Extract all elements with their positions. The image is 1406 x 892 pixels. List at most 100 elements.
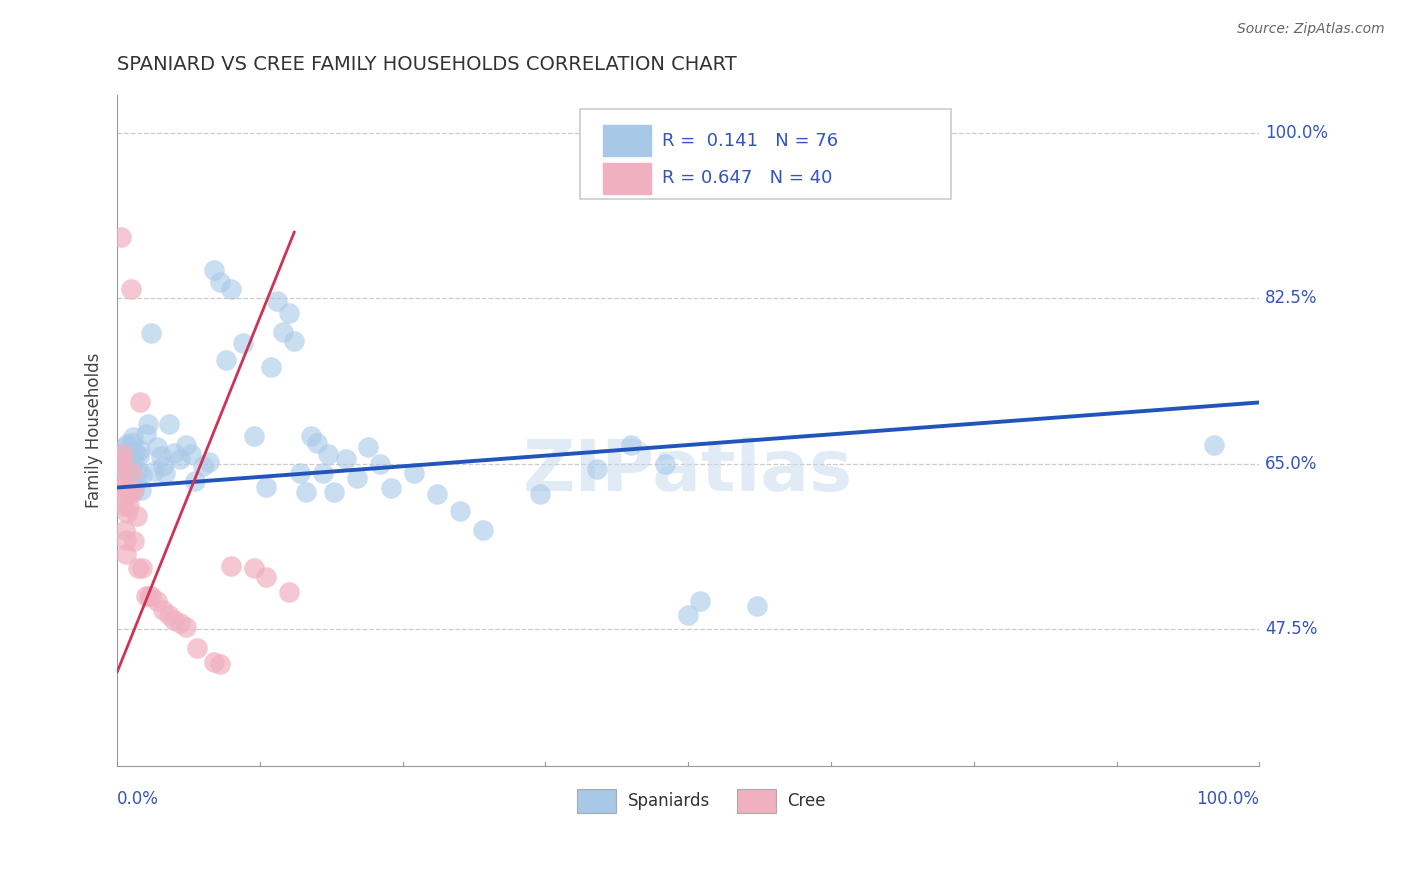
Point <box>131 561 153 575</box>
Point <box>404 467 426 481</box>
Point <box>152 603 174 617</box>
Point <box>125 474 148 488</box>
Point <box>112 445 135 459</box>
Point <box>149 450 172 464</box>
Text: 0.0%: 0.0% <box>117 790 159 808</box>
Point <box>174 438 197 452</box>
Point <box>294 485 316 500</box>
Point <box>288 467 311 481</box>
Point <box>110 452 132 467</box>
Point <box>368 457 391 471</box>
Point <box>117 437 139 451</box>
Point <box>112 481 135 495</box>
Point <box>346 471 368 485</box>
Point <box>323 485 346 500</box>
Point <box>620 438 643 452</box>
Point <box>115 547 138 561</box>
Point <box>318 447 340 461</box>
Text: Spaniards: Spaniards <box>627 792 710 811</box>
Point <box>1202 438 1225 452</box>
Text: 65.0%: 65.0% <box>1265 455 1317 473</box>
Point <box>110 230 132 244</box>
Point <box>111 452 134 467</box>
Point <box>110 447 132 461</box>
Point <box>131 468 153 483</box>
Point <box>299 428 322 442</box>
Point <box>243 428 266 442</box>
Point <box>117 468 139 483</box>
Point <box>180 447 202 461</box>
Point <box>676 608 699 623</box>
Point <box>146 594 169 608</box>
Point <box>202 656 225 670</box>
Point <box>174 619 197 633</box>
FancyBboxPatch shape <box>603 163 651 194</box>
Point <box>114 440 136 454</box>
Point <box>136 417 159 432</box>
Point <box>157 608 180 623</box>
Point <box>125 508 148 523</box>
Point <box>152 458 174 473</box>
Point <box>124 534 146 549</box>
Point <box>117 506 139 520</box>
Point <box>586 461 609 475</box>
Point <box>117 447 139 461</box>
Point <box>215 352 238 367</box>
Text: R = 0.647   N = 40: R = 0.647 N = 40 <box>662 169 832 187</box>
Point <box>124 455 146 469</box>
Point <box>529 487 551 501</box>
Point <box>118 450 141 464</box>
Point <box>121 436 143 450</box>
FancyBboxPatch shape <box>603 126 651 156</box>
Point <box>277 584 299 599</box>
Point <box>111 447 134 461</box>
Point <box>654 457 676 471</box>
Point <box>127 561 149 575</box>
Point <box>135 426 157 441</box>
Point <box>449 504 471 518</box>
Point <box>129 395 152 409</box>
Point <box>169 615 191 630</box>
Point <box>153 467 176 481</box>
Point <box>146 440 169 454</box>
Point <box>124 444 146 458</box>
Point <box>122 485 145 500</box>
Point <box>221 559 243 574</box>
Text: Cree: Cree <box>787 792 827 811</box>
Point <box>277 305 299 319</box>
Point <box>120 282 142 296</box>
Point <box>163 613 186 627</box>
FancyBboxPatch shape <box>579 109 950 199</box>
Point <box>111 494 134 508</box>
Point <box>115 452 138 467</box>
Text: 100.0%: 100.0% <box>1197 790 1260 808</box>
Point <box>254 570 277 584</box>
Point <box>357 440 380 454</box>
FancyBboxPatch shape <box>737 789 776 814</box>
Point <box>283 334 305 348</box>
Point <box>689 594 711 608</box>
Point <box>111 481 134 495</box>
Point <box>117 500 139 514</box>
Point <box>271 325 294 339</box>
Point <box>118 485 141 500</box>
Point <box>129 442 152 457</box>
Text: 47.5%: 47.5% <box>1265 620 1317 639</box>
Point <box>121 467 143 481</box>
Point <box>122 430 145 444</box>
Point <box>335 452 357 467</box>
Point <box>208 276 231 290</box>
Point <box>471 523 494 537</box>
Point <box>191 458 214 473</box>
Point <box>117 485 139 500</box>
Point <box>124 483 146 498</box>
Text: 82.5%: 82.5% <box>1265 289 1317 308</box>
Text: Source: ZipAtlas.com: Source: ZipAtlas.com <box>1237 22 1385 37</box>
Point <box>128 450 150 464</box>
Point <box>114 500 136 514</box>
Point <box>186 641 208 656</box>
Point <box>141 326 163 341</box>
Point <box>232 335 254 350</box>
Point <box>115 467 138 481</box>
Point <box>112 458 135 473</box>
